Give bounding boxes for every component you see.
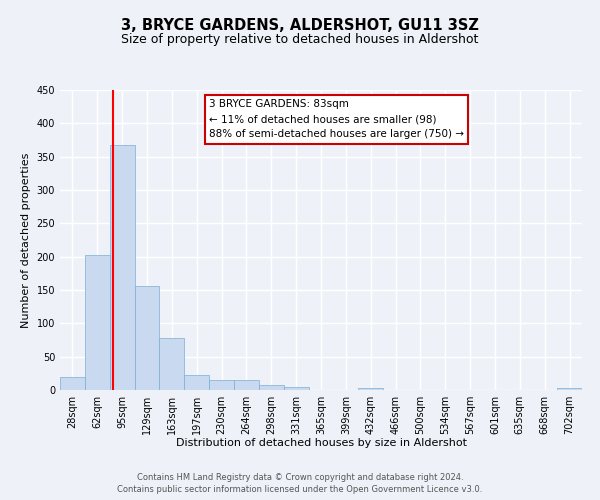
Bar	[160, 338, 184, 390]
Text: Distribution of detached houses by size in Aldershot: Distribution of detached houses by size …	[176, 438, 467, 448]
Bar	[60, 376, 85, 390]
Bar	[358, 388, 383, 390]
Bar	[85, 254, 110, 390]
Bar	[557, 388, 582, 390]
Bar	[209, 380, 234, 390]
Text: 3 BRYCE GARDENS: 83sqm
← 11% of detached houses are smaller (98)
88% of semi-det: 3 BRYCE GARDENS: 83sqm ← 11% of detached…	[209, 99, 464, 140]
Bar	[259, 384, 284, 390]
Text: 3, BRYCE GARDENS, ALDERSHOT, GU11 3SZ: 3, BRYCE GARDENS, ALDERSHOT, GU11 3SZ	[121, 18, 479, 32]
Bar	[234, 380, 259, 390]
Bar	[110, 146, 134, 390]
Bar	[184, 374, 209, 390]
Text: Size of property relative to detached houses in Aldershot: Size of property relative to detached ho…	[121, 32, 479, 46]
Bar	[284, 386, 308, 390]
Text: Contains HM Land Registry data © Crown copyright and database right 2024.: Contains HM Land Registry data © Crown c…	[137, 473, 463, 482]
Text: Contains public sector information licensed under the Open Government Licence v3: Contains public sector information licen…	[118, 484, 482, 494]
Bar	[134, 286, 160, 390]
Y-axis label: Number of detached properties: Number of detached properties	[21, 152, 31, 328]
